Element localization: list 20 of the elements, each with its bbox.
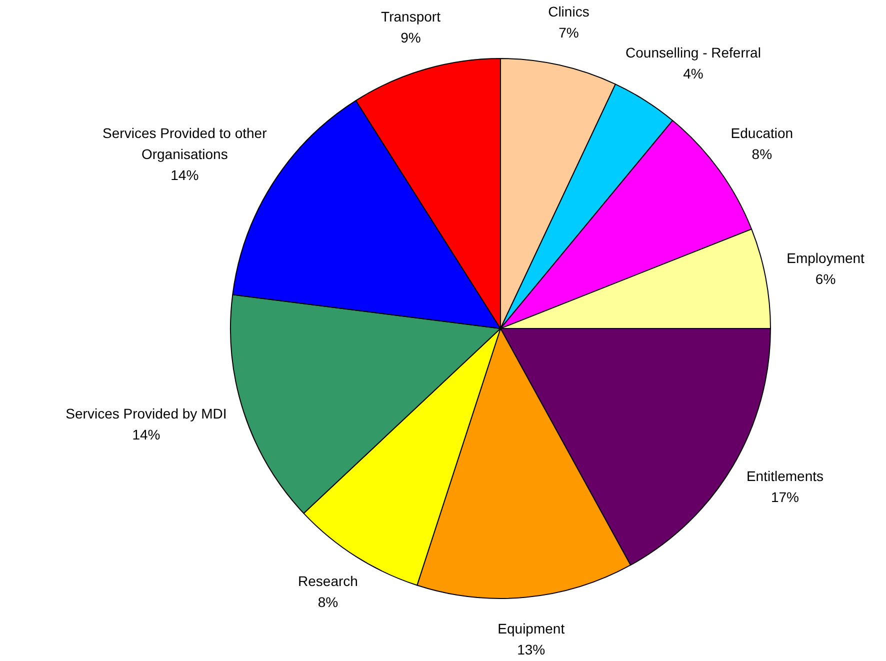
data-label: 8% <box>752 146 772 162</box>
slice-label: Employment <box>786 250 865 266</box>
data-label: 6% <box>815 271 836 288</box>
slice-label: Research <box>298 573 358 590</box>
slice-label: Services Provided to other Organisations <box>102 125 268 162</box>
slice-label: Transport <box>381 8 441 24</box>
data-label: 7% <box>558 24 579 40</box>
slice-label: Entitlements <box>746 468 824 484</box>
slice-label: Education <box>730 124 794 141</box>
slice-label: Equipment <box>498 620 565 636</box>
data-label: 17% <box>770 489 800 506</box>
data-label: 8% <box>318 594 338 610</box>
data-label: 4% <box>683 66 704 82</box>
slice-label: Counselling - Referral <box>626 44 761 61</box>
slice-label: Services Provided by MDI <box>66 406 227 422</box>
slice-label: Clinics <box>548 3 590 20</box>
data-label: 14% <box>170 167 199 184</box>
data-label: 9% <box>400 29 421 46</box>
data-label: 13% <box>517 641 546 658</box>
data-label: 14% <box>132 426 160 443</box>
